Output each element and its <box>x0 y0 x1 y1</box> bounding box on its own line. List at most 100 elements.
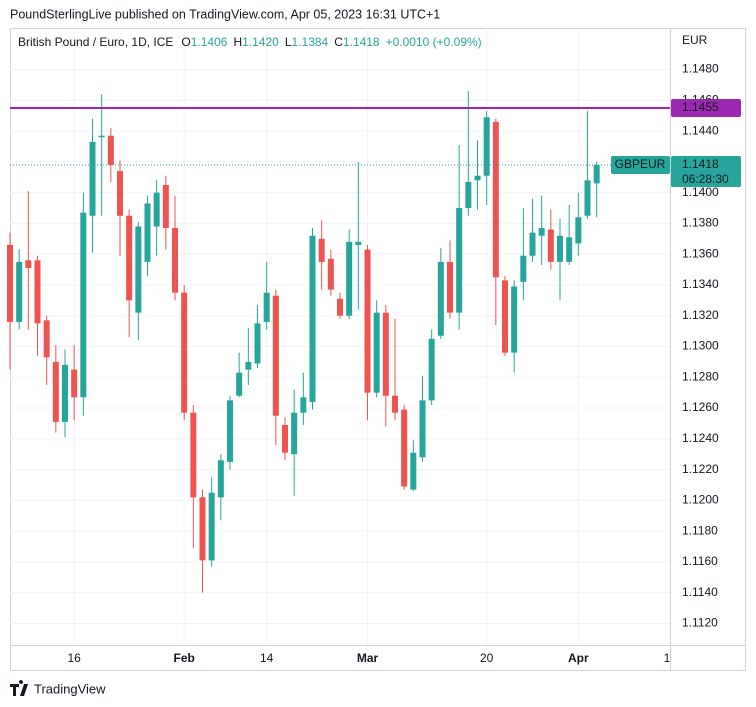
x-tick-label: Feb <box>173 651 194 665</box>
candle-body <box>107 135 114 165</box>
candle-body <box>282 424 288 453</box>
y-tick-label: 1.1320 <box>682 308 719 322</box>
x-tick-label: 16 <box>67 651 81 665</box>
candle-body <box>98 135 105 138</box>
candle-body <box>584 180 591 216</box>
candle-body <box>483 117 490 176</box>
y-tick-label: 1.1140 <box>682 585 718 599</box>
x-tick-label: Apr <box>568 651 589 665</box>
candle-body <box>181 292 188 413</box>
candle-body <box>245 361 252 370</box>
change: +0.0010 (+0.09%) <box>386 35 482 49</box>
candle-body <box>172 228 178 293</box>
candle-body <box>272 295 279 416</box>
candle-body <box>217 460 224 498</box>
x-tick-label: 14 <box>260 651 274 665</box>
candle-body <box>7 244 13 322</box>
candle-body <box>327 258 334 290</box>
ohlc: O1.1406 H1.1420 L1.1384 C1.1418 <box>181 35 380 49</box>
candle-body <box>309 235 316 402</box>
candle-body <box>126 215 133 301</box>
candle-body <box>227 400 233 462</box>
y-tick-label: 1.1200 <box>682 493 719 507</box>
candle-body <box>236 372 243 396</box>
candle-body <box>25 260 32 269</box>
candle-body <box>208 492 215 561</box>
candle-body <box>263 292 270 322</box>
candle-body <box>547 229 554 262</box>
candle-body <box>401 409 408 487</box>
y-tick-label: 1.1280 <box>682 369 719 383</box>
candles <box>7 91 600 593</box>
candle-body <box>382 312 389 396</box>
hline-label-box <box>671 99 741 118</box>
candle-body <box>16 261 23 322</box>
candle-body <box>373 312 380 393</box>
candle-body <box>447 261 453 313</box>
candle-body <box>428 338 435 401</box>
ohlc-value: 1.1420 <box>242 35 279 49</box>
candle-body <box>300 397 307 413</box>
candle-body <box>43 320 50 358</box>
candle-body <box>291 412 298 455</box>
candle-body <box>135 226 142 313</box>
y-tick-label: 1.1380 <box>682 216 719 230</box>
candle-body <box>529 232 536 256</box>
candle-body <box>162 184 169 229</box>
publisher: PoundSterlingLive published on TradingVi… <box>10 7 440 21</box>
y-tick-label: 1.1240 <box>682 431 719 445</box>
series-name: GBPEUR <box>615 157 666 171</box>
candle-body <box>62 364 68 422</box>
candle-body <box>410 452 417 490</box>
countdown: 06:28:30 <box>682 172 729 186</box>
candle-body <box>492 121 499 278</box>
series-name-box <box>611 155 670 174</box>
x-tick-label: 20 <box>480 651 494 665</box>
ohlc-key: C <box>334 35 343 49</box>
brand-logo <box>10 680 28 696</box>
overlay: 1.1120 1.1140 1.1160 1.1180 1.1200 1.1220 1.12… <box>10 62 741 665</box>
y-tick-label: 1.1180 <box>682 523 718 537</box>
x-tick-label: 1 <box>664 651 671 665</box>
currency: EUR <box>682 33 708 47</box>
ohlc-value: 1.1406 <box>191 35 228 49</box>
y-tick-label: 1.1400 <box>682 185 719 199</box>
candle-body <box>254 323 261 364</box>
candle-body <box>593 164 600 184</box>
candle-body <box>355 241 362 245</box>
ohlc-value: 1.1418 <box>343 35 380 49</box>
candle-body <box>465 181 472 209</box>
candle-body <box>566 237 573 262</box>
ohlc-key: L <box>285 35 292 49</box>
candle-body <box>575 217 582 244</box>
candle-body <box>511 286 518 353</box>
y-tick-label: 1.1300 <box>682 339 719 353</box>
candle-body <box>80 212 87 398</box>
candle-body <box>456 208 463 313</box>
candle-body <box>71 369 78 398</box>
ohlc-value: 1.1384 <box>292 35 329 49</box>
candle-body <box>557 235 563 262</box>
y-tick-label: 1.1120 <box>682 616 718 630</box>
candle-body <box>190 412 197 498</box>
candle-body <box>474 175 481 181</box>
hline-label: 1.1455 <box>682 100 719 114</box>
y-tick-label: 1.1480 <box>682 62 719 76</box>
candle-body <box>318 238 325 262</box>
candle-body <box>153 192 160 227</box>
symbol: British Pound / Euro, 1D, ICE <box>18 35 173 49</box>
x-tick-label: Mar <box>357 651 379 665</box>
candle-body <box>337 298 343 316</box>
ohlc-key: H <box>233 35 242 49</box>
y-tick-label: 1.1440 <box>682 123 719 137</box>
candle-body <box>520 255 527 282</box>
y-tick-label: 1.1220 <box>682 462 719 476</box>
legend: British Pound / Euro, 1D, ICE O1.1406 H1.1… <box>18 35 482 49</box>
brand: TradingView <box>34 681 106 696</box>
candle-body <box>346 241 353 316</box>
candle-body <box>419 400 426 458</box>
candle-body <box>52 361 59 422</box>
last-price-label: 1.1418 <box>682 157 719 171</box>
candle-body <box>144 203 151 262</box>
